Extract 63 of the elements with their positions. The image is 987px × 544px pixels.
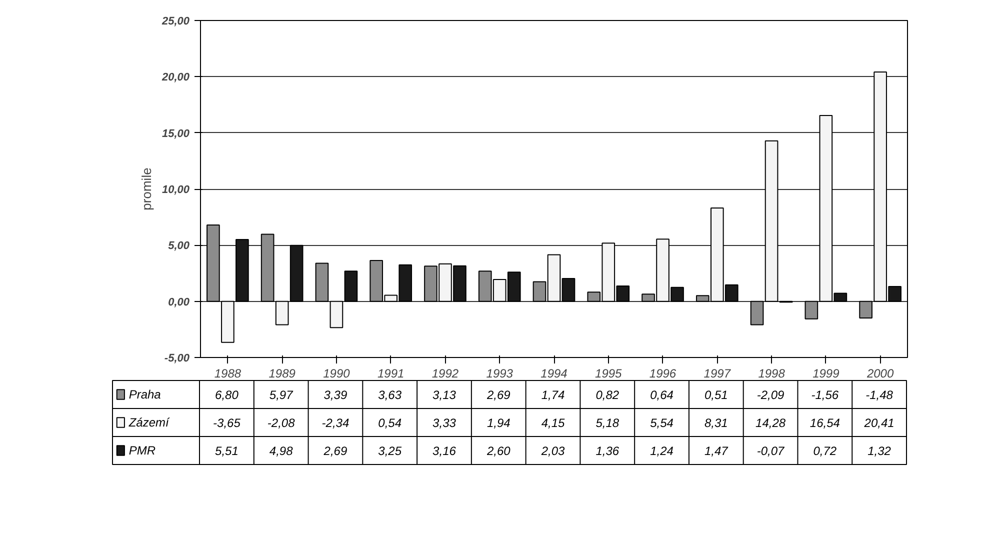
y-tick-label: -5,00 — [164, 352, 190, 364]
data-label: 1,74 — [541, 388, 566, 402]
x-tick-label: 1996 — [649, 366, 676, 380]
data-label: 0,51 — [704, 388, 728, 402]
legend-label: Zázemí — [128, 416, 170, 430]
data-label: 2,03 — [540, 444, 566, 458]
y-tick-label: 5,00 — [168, 240, 190, 252]
x-tick-label: 1993 — [486, 366, 514, 380]
data-label: -3,65 — [213, 416, 241, 430]
data-label: -1,48 — [866, 388, 894, 402]
legend-label: PMR — [128, 444, 156, 458]
data-label: 20,41 — [863, 416, 894, 430]
data-label: 3,25 — [378, 444, 402, 458]
data-label: 8,31 — [704, 416, 728, 430]
y-tick-label: 20,00 — [160, 72, 190, 84]
data-label: 3,63 — [378, 388, 402, 402]
x-tick-label: 1992 — [432, 366, 459, 380]
x-tick-label: 1998 — [758, 366, 786, 380]
data-label: 0,54 — [378, 416, 402, 430]
data-label: 0,64 — [650, 388, 674, 402]
data-label: 5,54 — [650, 416, 674, 430]
data-label: 3,33 — [432, 416, 456, 430]
data-label: -0,07 — [756, 444, 786, 458]
data-label: -2,34 — [322, 416, 350, 430]
x-tick-label: 1999 — [812, 366, 840, 380]
data-label: 3,13 — [432, 388, 456, 402]
data-label: 4,15 — [541, 416, 566, 430]
data-label: 3,16 — [432, 444, 456, 458]
x-tick-label: 1994 — [540, 366, 568, 380]
y-tick-label: 25,00 — [160, 16, 190, 28]
data-label: 1,36 — [596, 444, 620, 458]
data-label: 0,82 — [596, 388, 620, 402]
data-label: -2,09 — [756, 388, 785, 402]
data-label: 3,39 — [324, 388, 348, 402]
x-tick-label: 2000 — [866, 366, 894, 380]
y-tick-label: 10,00 — [162, 184, 190, 196]
x-tick-label: 1989 — [268, 366, 296, 380]
x-tick-label: 1995 — [595, 366, 622, 380]
legend-label: Praha — [128, 388, 162, 402]
data-label: 5,18 — [596, 416, 620, 430]
x-tick-label: 1991 — [378, 366, 404, 380]
data-label: 1,24 — [650, 444, 674, 458]
y-tick-label: 0,00 — [168, 296, 190, 308]
data-label: 2,69 — [322, 444, 348, 458]
data-label: 2,60 — [486, 444, 511, 458]
data-label: -1,56 — [811, 388, 839, 402]
data-label: 4,98 — [269, 444, 294, 458]
x-tick-label: 1988 — [214, 366, 242, 380]
data-label: 14,28 — [756, 416, 786, 430]
data-label: -2,08 — [267, 416, 296, 430]
data-label: 1,47 — [704, 444, 730, 458]
x-tick-label: 1997 — [704, 366, 732, 380]
data-label: 5,51 — [215, 444, 238, 458]
data-label: 5,97 — [269, 388, 294, 402]
data-label: 1,32 — [868, 444, 892, 458]
y-tick-label: 15,00 — [162, 128, 190, 140]
data-label: 2,69 — [486, 388, 511, 402]
x-tick-label: 1990 — [323, 366, 350, 380]
data-label: 1,94 — [486, 416, 511, 430]
data-label: 16,54 — [810, 416, 840, 430]
data-label: 0,72 — [813, 444, 837, 458]
data-label: 6,80 — [215, 388, 239, 402]
y-axis-title: promile — [138, 168, 154, 210]
